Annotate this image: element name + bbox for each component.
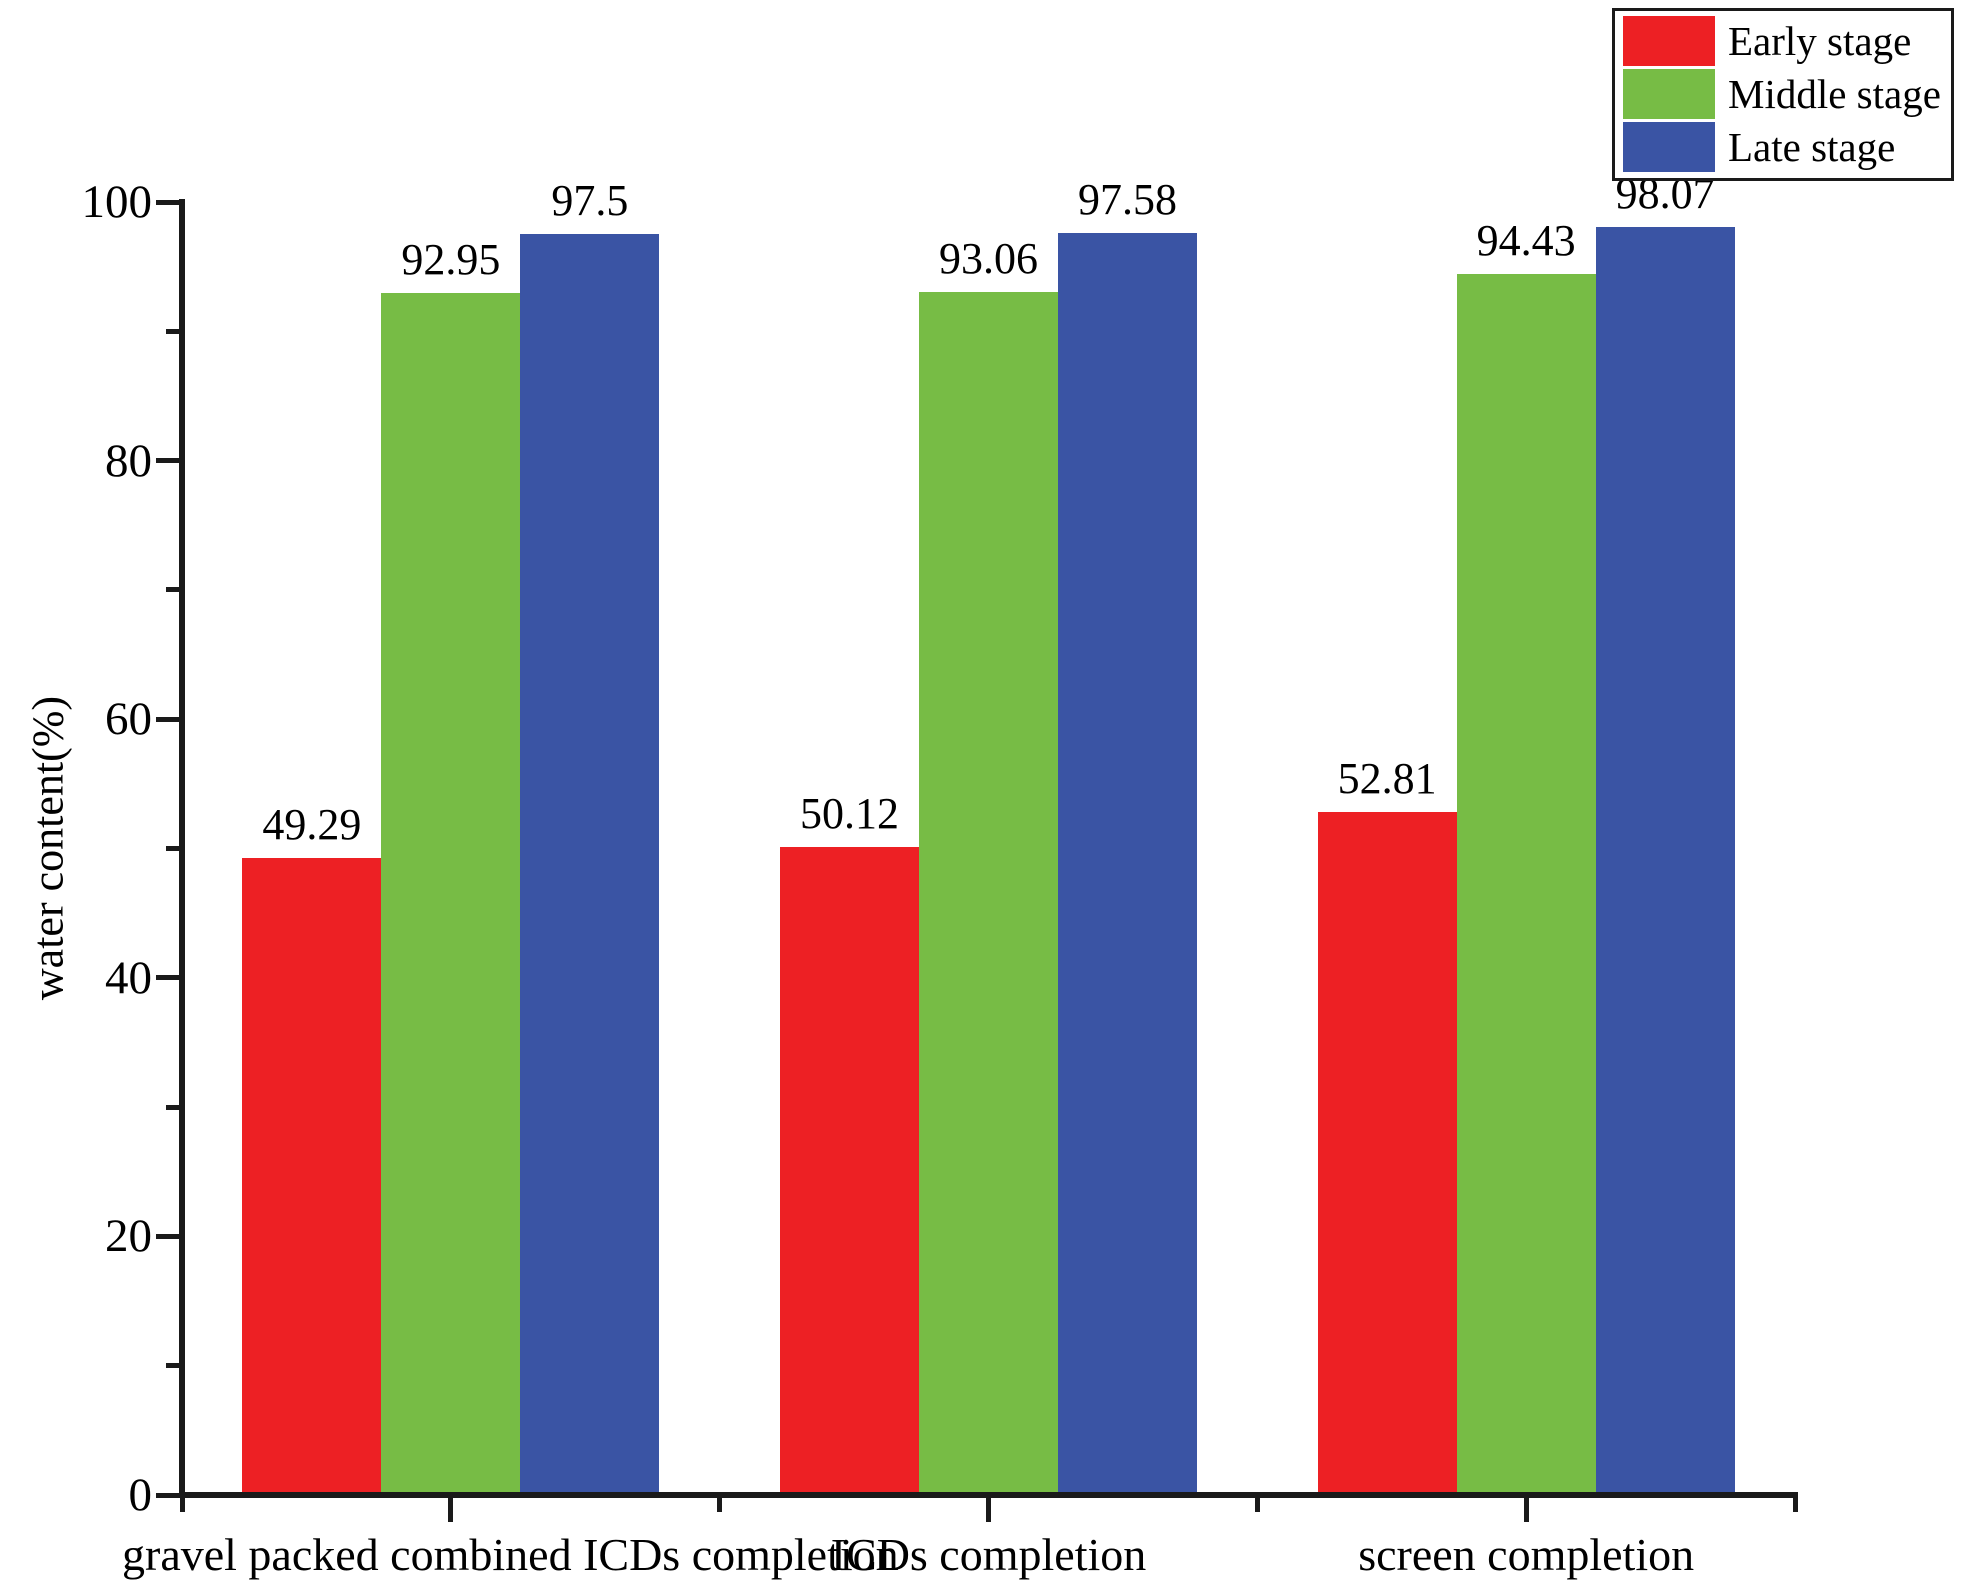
y-major-tick [156,1233,179,1239]
bar-value-label: 92.95 [401,235,501,285]
y-major-tick [156,199,179,205]
legend-item-early-stage: Early stage [1623,16,1951,66]
bar-early-stage-cat3 [1317,812,1457,1495]
x-minor-tick [1254,1498,1260,1512]
legend-item-middle-stage: Middle stage [1623,69,1951,119]
x-minor-tick [717,1498,723,1512]
x-minor-tick [179,1498,185,1512]
bar-late-stage-cat3 [1595,226,1735,1495]
y-minor-tick [166,587,179,593]
legend-label: Middle stage [1728,71,1941,117]
bar-value-label: 52.81 [1337,754,1437,804]
bar-early-stage-cat2 [780,846,919,1495]
bar-value-label: 93.06 [939,233,1038,283]
y-axis-title: water content(%) [23,695,73,1001]
x-category-label: ICDs completion [830,1529,1147,1580]
y-tick-label: 100 [81,176,153,228]
bar-middle-stage-cat2 [919,291,1058,1495]
middle-stage-swatch [1623,69,1715,119]
legend-item-late-stage: Late stage [1623,122,1951,172]
y-major-tick [156,975,179,981]
bar-early-stage-cat1 [242,857,382,1495]
bar-late-stage-cat2 [1058,233,1197,1495]
y-tick-label: 20 [105,1210,152,1263]
y-major-tick [156,716,179,722]
bar-value-label: 97.58 [1078,175,1177,225]
y-tick-label: 40 [105,951,152,1004]
legend-label: Late stage [1728,124,1896,170]
y-major-tick [156,458,179,464]
bar-value-label: 97.5 [551,176,629,226]
y-tick-label: 80 [105,434,152,487]
y-major-tick [156,1492,179,1498]
early-stage-swatch [1623,16,1715,66]
y-minor-tick [166,846,179,851]
y-axis-line [179,199,185,1498]
y-tick-label: 0 [128,1469,153,1521]
bar-middle-stage-cat1 [381,293,521,1495]
y-minor-tick [166,1363,179,1369]
bar-middle-stage-cat3 [1456,274,1596,1495]
bar-value-label: 94.43 [1476,216,1576,266]
x-category-label: gravel packed combined ICDs completion [122,1529,899,1580]
bar-value-label: 50.12 [800,788,899,838]
bar-value-label: 49.29 [262,799,362,849]
legend: Early stage Middle stage Late stage [1612,8,1954,181]
x-minor-tick [1792,1498,1798,1512]
y-minor-tick [166,1104,179,1110]
x-major-tick [986,1498,991,1522]
x-category-label: screen completion [1358,1529,1695,1580]
y-minor-tick [166,328,179,334]
x-major-tick [448,1498,454,1522]
y-tick-label: 60 [105,693,152,746]
bar-late-stage-cat1 [520,234,660,1495]
legend-label: Early stage [1728,18,1912,64]
late-stage-swatch [1623,122,1715,172]
x-major-tick [1523,1498,1529,1522]
x-axis-line [179,1492,1798,1498]
